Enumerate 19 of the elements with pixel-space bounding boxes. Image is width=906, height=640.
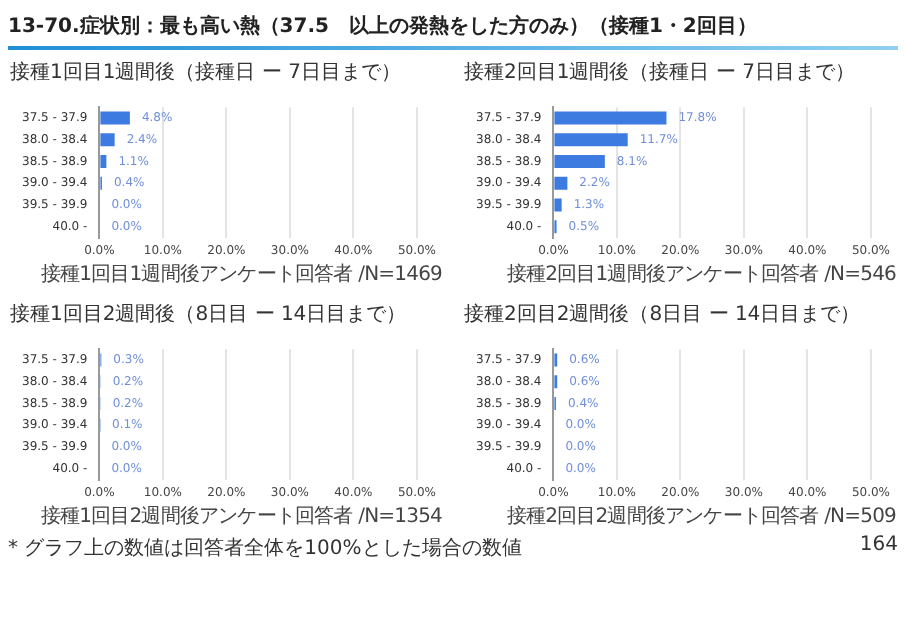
bar bbox=[100, 133, 115, 147]
bar bbox=[554, 111, 667, 125]
chart-title: 接種2回目2週間後（8日目 ー 14日目まで） bbox=[464, 301, 863, 328]
chart-title: 接種1回目1週間後（接種日 ー 7日目まで） bbox=[10, 59, 403, 86]
bar bbox=[554, 176, 568, 190]
bar bbox=[554, 155, 605, 169]
chart-title: 接種2回目1週間後（接種日 ー 7日目まで） bbox=[464, 59, 857, 86]
bar bbox=[554, 198, 562, 212]
text: 13-70.症状別：最も高い熱（37.5 以上の発熱をした方のみ）（接種1・2回目） bbox=[8, 12, 759, 40]
text: 164 bbox=[859, 534, 898, 560]
chart-title: 接種1回目2週間後（8日目 ー 14日目まで） bbox=[10, 301, 409, 328]
text: 接種1回目2週間後アンケート回答者 /N=1354 bbox=[38, 506, 442, 530]
text: 接種2回目1週間後アンケート回答者 /N=546 bbox=[504, 264, 896, 288]
text: * グラフ上の数値は回答者全体を100%とした場合の数値 bbox=[8, 535, 522, 562]
bar bbox=[554, 133, 628, 147]
text: 接種2回目2週間後アンケート回答者 /N=509 bbox=[504, 506, 896, 530]
bar bbox=[100, 111, 130, 125]
text: 接種1回目1週間後アンケート回答者 /N=1469 bbox=[38, 264, 442, 288]
bar bbox=[100, 155, 107, 169]
